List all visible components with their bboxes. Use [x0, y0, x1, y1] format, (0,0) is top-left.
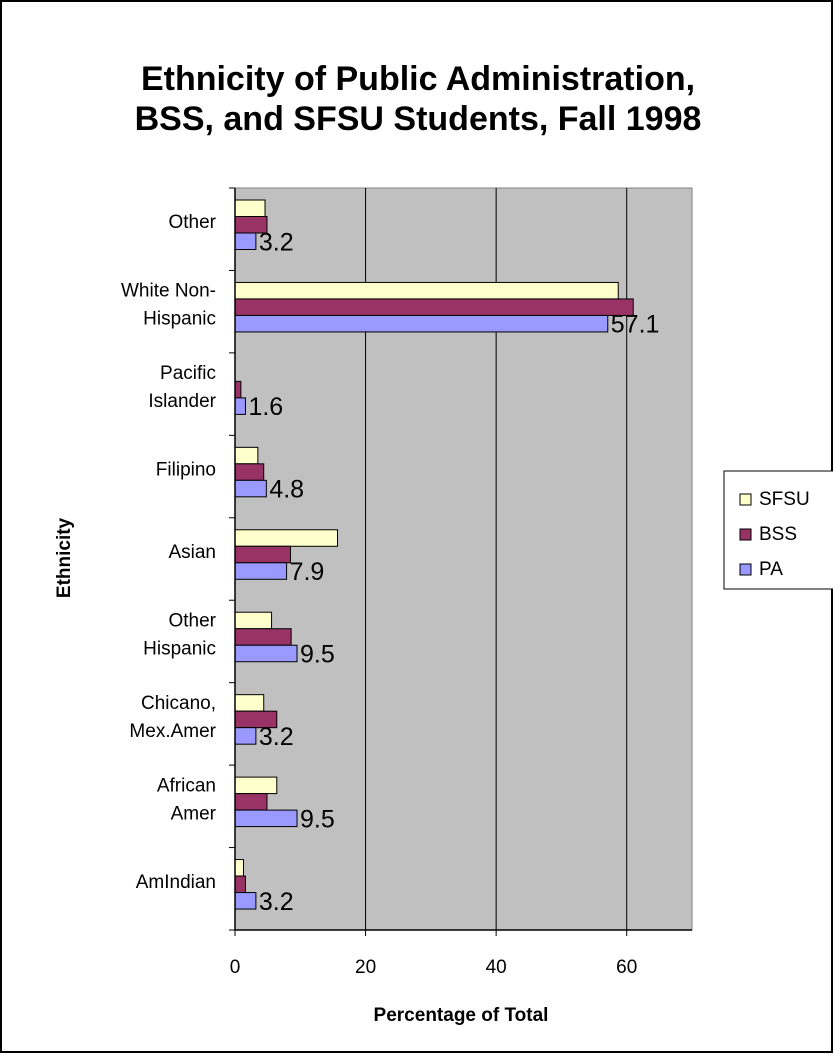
bar-bss-2 — [234, 380, 242, 399]
y-tick-label-6-1: Mex.Amer — [129, 721, 216, 742]
y-tick-label-3-0: Filipino — [156, 460, 216, 481]
bar-bss-5 — [234, 628, 292, 646]
bar-sfsu-3 — [234, 446, 259, 465]
data-label-pa-7: 9.5 — [300, 805, 335, 833]
y-tick-label-2-1: Islander — [148, 391, 216, 412]
bar-sfsu-1 — [234, 281, 619, 300]
bar-pa-3 — [234, 479, 267, 498]
y-tick-label-1-1: Hispanic — [143, 309, 216, 330]
x-tick-labels: 0 20 40 60 — [230, 957, 638, 978]
bar-bss-8 — [234, 875, 246, 894]
y-tick-label-7-0: African — [157, 775, 216, 796]
legend-label-pa: PA — [759, 559, 783, 580]
y-tick-label-7-1: Amer — [171, 803, 217, 824]
y-tick-labels: Other White Non- Hispanic Pacific Islander Fi… — [121, 212, 217, 893]
y-tick-label-0-0: Other — [168, 212, 216, 233]
bar-bss-1 — [234, 298, 634, 316]
bar-pa-6 — [234, 727, 257, 745]
bar-sfsu-8 — [234, 859, 244, 877]
chart-title: Ethnicity of Public Administration,BSS, … — [135, 60, 702, 138]
y-tick-label-6-0: Chicano, — [141, 693, 216, 714]
x-tick-label-60: 60 — [616, 957, 637, 978]
data-label-pa-2: 1.6 — [248, 393, 283, 421]
bar-pa-1 — [234, 314, 609, 333]
y-tick-label-8-0: AmIndian — [136, 872, 216, 893]
data-label-pa-5: 9.5 — [300, 640, 335, 668]
bar-pa-2 — [234, 397, 246, 415]
bar-sfsu-5 — [234, 611, 273, 630]
x-tick-label-0: 0 — [230, 957, 241, 978]
x-axis-title: Percentage of Total — [374, 1005, 549, 1026]
axes — [229, 187, 692, 936]
bars — [234, 199, 634, 910]
data-label-pa-8: 3.2 — [259, 888, 294, 916]
bar-sfsu-0 — [234, 199, 266, 217]
data-label-pa-4: 7.9 — [290, 558, 325, 586]
bar-bss-4 — [234, 545, 291, 564]
x-tick-label-20: 20 — [355, 957, 376, 978]
bar-pa-5 — [234, 644, 298, 663]
legend-label-sfsu: SFSU — [759, 489, 810, 510]
data-label-pa-0: 3.2 — [259, 228, 294, 256]
bar-sfsu-4 — [234, 529, 338, 547]
y-tick-label-2-0: Pacific — [160, 363, 216, 384]
bar-pa-8 — [234, 892, 257, 910]
bar-pa-0 — [234, 232, 257, 250]
y-tick-label-1-0: White Non- — [121, 281, 216, 302]
y-tick-label-5-1: Hispanic — [143, 638, 216, 659]
legend-swatch-pa — [739, 563, 752, 576]
data-label-pa-6: 3.2 — [259, 723, 294, 751]
bar-pa-4 — [234, 562, 288, 580]
chart-title-line-1: Ethnicity of Public Administration, — [141, 60, 695, 98]
x-tick-label-40: 40 — [486, 957, 507, 978]
legend-label-bss: BSS — [759, 524, 797, 545]
bar-bss-3 — [234, 463, 265, 481]
legend: SFSU BSS PA — [723, 470, 833, 590]
legend-swatch-bss — [739, 528, 752, 541]
y-tick-label-5-0: Other — [168, 610, 216, 631]
legend-swatch-sfsu — [739, 493, 752, 506]
data-label-pa-3: 4.8 — [269, 476, 304, 504]
bar-bss-7 — [234, 793, 268, 811]
chart-title-line-2: BSS, and SFSU Students, Fall 1998 — [135, 100, 702, 138]
y-axis-title: Ethnicity — [54, 517, 75, 598]
bar-pa-7 — [234, 809, 298, 828]
bar-sfsu-7 — [234, 776, 278, 795]
bar-sfsu-6 — [234, 694, 265, 712]
y-tick-label-4-0: Asian — [168, 542, 216, 563]
data-label-pa-1: 57.1 — [611, 311, 660, 339]
data-labels: 3.2 57.1 1.6 4.8 7.9 9.5 3.2 9.5 3.2 — [248, 228, 659, 916]
